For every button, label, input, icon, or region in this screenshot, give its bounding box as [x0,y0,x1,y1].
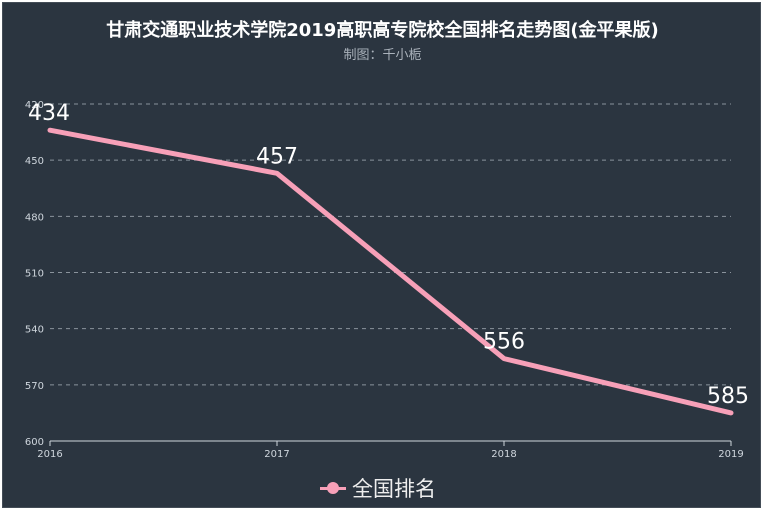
chart-subtitle: 制图：千小栀 [343,48,422,63]
series-line-0 [47,127,734,416]
data-label-2017: 457 [256,144,298,169]
data-point-2016 [48,128,52,133]
x-tick-label-2019: 2019 [718,449,743,460]
y-tick-label-480: 480 [25,212,44,223]
data-label-2018: 556 [483,330,525,355]
series-layer [47,127,734,416]
data-point-2018 [502,356,506,361]
y-tick-label-540: 540 [25,325,44,336]
chart-title: 甘肃交通职业技术学院2019高职高专院校全国排名走势图(金平果版) [106,20,659,41]
y-tick-label-450: 450 [25,156,44,167]
data-point-2017 [275,171,279,176]
legend-line-icon [320,481,346,495]
legend-label: 全国排名 [352,477,436,501]
legend[interactable]: 全国排名 [320,474,436,502]
data-label-2019: 585 [707,384,749,409]
y-tick-label-510: 510 [25,269,44,280]
data-label-2016: 434 [28,101,70,126]
x-tick-label-2017: 2017 [264,449,289,460]
x-tick-label-2016: 2016 [37,449,62,460]
y-tick-label-570: 570 [25,381,44,392]
y-tick-label-600: 600 [25,437,44,448]
data-point-2019 [729,410,733,415]
y-tick-label-420: 420 [25,100,44,111]
label-layer: 434 457 556 585 [28,101,749,409]
grid-layer [50,103,731,386]
x-tick-label-2018: 2018 [491,449,516,460]
